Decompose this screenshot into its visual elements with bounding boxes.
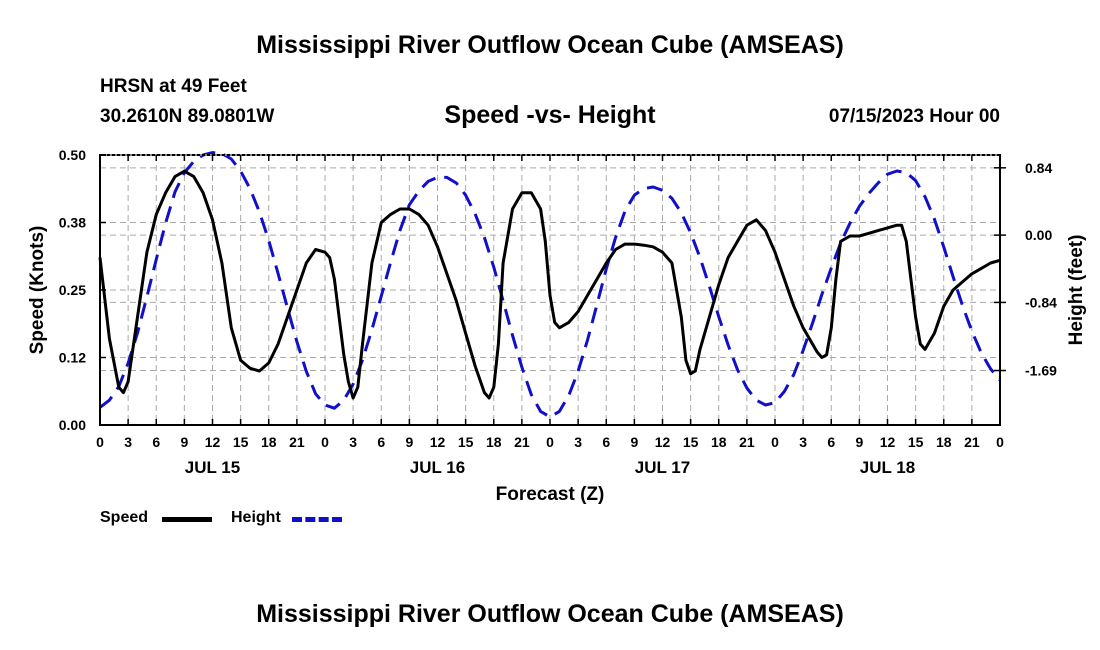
x-tick-label: 0 bbox=[996, 434, 1004, 450]
x-tick-label: 6 bbox=[827, 434, 835, 450]
x-tick-label: 15 bbox=[683, 434, 699, 450]
y-tick-label: 0.50 bbox=[59, 147, 86, 163]
coordinates-label: 30.2610N 89.0801W bbox=[100, 106, 275, 127]
x-tick-label: 18 bbox=[261, 434, 277, 450]
x-tick-label: 12 bbox=[430, 434, 446, 450]
height-series-group bbox=[99, 151, 1002, 419]
x-tick-label: 21 bbox=[289, 434, 305, 450]
x-tick-label: 3 bbox=[799, 434, 807, 450]
x-tick-label: 6 bbox=[377, 434, 385, 450]
x-tick-label: 21 bbox=[964, 434, 980, 450]
y2-tick-label: -1.69 bbox=[1025, 363, 1057, 379]
x-tick-label: 6 bbox=[602, 434, 610, 450]
y-tick-label: 0.12 bbox=[59, 350, 86, 366]
x-tick-label: 15 bbox=[233, 434, 249, 450]
legend-speed-swatch bbox=[162, 517, 212, 522]
x-tick-label: 9 bbox=[180, 434, 188, 450]
x-day-label: JUL 17 bbox=[635, 458, 690, 477]
x-tick-label: 21 bbox=[514, 434, 530, 450]
datetime-label: 07/15/2023 Hour 00 bbox=[828, 106, 1000, 127]
x-tick-label: 3 bbox=[574, 434, 582, 450]
axes: 0 3 6 9 12 15 18 21 0 3 6 9 12 15 18 21 0 3 6 9 12 15 18 21 0 3 6 9… bbox=[59, 147, 1057, 477]
x-tick-label: 9 bbox=[405, 434, 413, 450]
x-tick-label: 9 bbox=[630, 434, 638, 450]
y-axis-title: Speed (Knots) bbox=[27, 226, 48, 355]
y2-tick-label: -0.84 bbox=[1025, 294, 1057, 310]
speed-series-group bbox=[98, 169, 1001, 400]
x-tick-label: 3 bbox=[124, 434, 132, 450]
legend-height-swatch bbox=[292, 517, 342, 522]
y-tick-label: 0.38 bbox=[59, 215, 86, 231]
y2-axis-title: Height (feet) bbox=[1066, 235, 1087, 346]
x-tick-label: 12 bbox=[655, 434, 671, 450]
speed-series-line bbox=[98, 169, 1001, 400]
y2-tick-label: 0.84 bbox=[1025, 160, 1052, 176]
x-tick-label: 18 bbox=[936, 434, 952, 450]
x-tick-label: 18 bbox=[711, 434, 727, 450]
page-title: Mississippi River Outflow Ocean Cube (AM… bbox=[256, 31, 844, 59]
y2-tick-label: 0.00 bbox=[1025, 227, 1052, 243]
x-tick-label: 12 bbox=[205, 434, 221, 450]
x-tick-label: 3 bbox=[349, 434, 357, 450]
legend-speed-label: Speed bbox=[100, 509, 149, 526]
x-axis-title: Forecast (Z) bbox=[496, 484, 605, 505]
x-tick-label: 0 bbox=[96, 434, 104, 450]
y-tick-label: 0.25 bbox=[59, 282, 86, 298]
x-day-label: JUL 18 bbox=[860, 458, 915, 477]
x-tick-label: 0 bbox=[546, 434, 554, 450]
x-tick-label: 12 bbox=[880, 434, 896, 450]
x-tick-label: 0 bbox=[771, 434, 779, 450]
footer-title: Mississippi River Outflow Ocean Cube (AM… bbox=[256, 600, 844, 628]
x-tick-label: 15 bbox=[908, 434, 924, 450]
x-day-label: JUL 15 bbox=[185, 458, 240, 477]
legend-height-label: Height bbox=[231, 509, 281, 526]
x-tick-label: 6 bbox=[152, 434, 160, 450]
chart-subtitle: Speed -vs- Height bbox=[444, 101, 656, 129]
x-tick-label: 0 bbox=[321, 434, 329, 450]
x-tick-label: 21 bbox=[739, 434, 755, 450]
x-day-label: JUL 16 bbox=[410, 458, 465, 477]
x-tick-label: 18 bbox=[486, 434, 502, 450]
x-tick-label: 9 bbox=[855, 434, 863, 450]
height-series-line bbox=[99, 151, 1002, 419]
y-tick-label: 0.00 bbox=[59, 417, 86, 433]
x-tick-label: 15 bbox=[458, 434, 474, 450]
station-label: HRSN at 49 Feet bbox=[100, 76, 247, 97]
